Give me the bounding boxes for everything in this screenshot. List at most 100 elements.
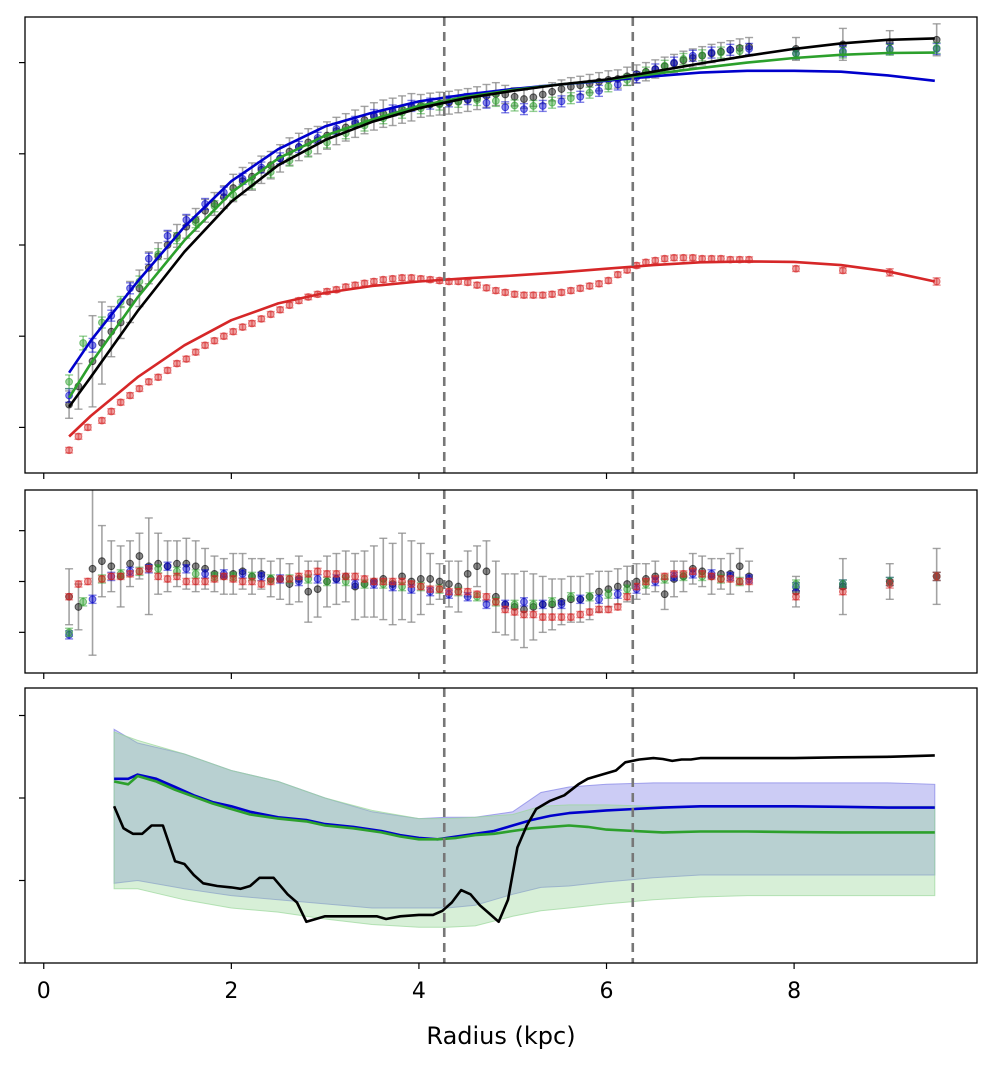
residuals-frame: [24, 489, 978, 674]
green-points-point: [679, 55, 688, 63]
blue-points-point: [501, 103, 510, 112]
red-points-point: [219, 332, 228, 341]
black-points-point: [557, 85, 566, 93]
black-residuals-point: [435, 577, 444, 586]
x-tick-label: 0: [37, 979, 51, 1004]
red-residuals-point: [313, 567, 322, 576]
red-residuals-point: [604, 605, 613, 614]
red-residuals-point: [266, 577, 275, 586]
green-residuals-point: [548, 597, 557, 606]
red-residuals-point: [407, 580, 416, 588]
red-residuals-point: [670, 569, 678, 578]
green-residuals-point: [623, 585, 632, 594]
red-points-point: [74, 432, 83, 441]
green-residuals-point: [79, 597, 88, 606]
red-points-point: [688, 253, 697, 262]
red-residuals-point: [792, 592, 800, 601]
green-points-point: [79, 339, 88, 347]
black-residuals-point: [426, 575, 435, 583]
black-residuals-point: [135, 552, 144, 560]
red-residuals-point: [83, 577, 92, 586]
red-points-point: [379, 275, 388, 284]
red-points-point: [585, 282, 594, 290]
red-points-point: [65, 446, 73, 455]
rotation-curve-yticks: [19, 61, 25, 428]
red-residuals-point: [885, 580, 894, 588]
red-residuals-point: [717, 575, 725, 583]
rotation-curve-vlines: [442, 17, 635, 473]
red-points-point: [173, 359, 181, 368]
red-residuals-point: [435, 585, 444, 594]
blue-points-point: [688, 51, 697, 60]
red-points-point: [126, 391, 134, 400]
red-residuals-point: [341, 572, 350, 581]
blue-residuals-point: [182, 564, 191, 573]
red-residuals-point: [491, 597, 500, 606]
red-residuals-point: [332, 569, 341, 578]
blue-points-point: [613, 80, 622, 89]
red-points-point: [557, 288, 566, 297]
green-points-point: [792, 49, 800, 58]
red-points-point: [163, 366, 172, 375]
red-residuals-point: [98, 575, 106, 583]
red-points-point: [248, 319, 256, 328]
black-residuals-point: [191, 562, 200, 571]
blue-points-point: [707, 48, 716, 57]
black-residuals-point: [98, 557, 106, 566]
blue-points-point: [726, 45, 735, 54]
red-points-point: [463, 278, 472, 287]
bottom-profile-xticks: [43, 963, 795, 969]
red-residuals-point: [416, 582, 425, 591]
panel-rotation-curve: [19, 16, 978, 479]
green-fit: [68, 51, 935, 399]
residuals-vlines: [442, 490, 635, 673]
red-points-point: [529, 291, 538, 300]
red-residuals-point: [74, 580, 83, 588]
red-points-point: [660, 254, 669, 263]
bottom-profile-series: [112, 728, 936, 928]
red-points-point: [370, 277, 378, 286]
bottom-profile-yticks: [19, 714, 25, 964]
red-residuals-point: [210, 575, 219, 583]
x-axis-label: Radius (kpc): [426, 1022, 575, 1050]
green-points-point: [932, 44, 941, 52]
red-points-point: [679, 253, 688, 262]
green-points-point: [191, 218, 200, 227]
black-line: [112, 754, 935, 924]
green-points-point: [510, 101, 519, 110]
red-residuals-point: [745, 577, 753, 586]
blue-residuals-point: [88, 595, 97, 604]
red-residuals-point: [351, 572, 360, 581]
blue-points-point: [238, 174, 247, 183]
red-residuals-point: [688, 567, 697, 576]
red-residuals-point: [398, 577, 406, 586]
red-residuals-point: [238, 577, 247, 586]
blue-points-point: [576, 92, 585, 101]
residuals-xticks: [43, 673, 795, 679]
red-residuals-point: [229, 575, 238, 583]
red-residuals-point: [463, 587, 472, 596]
red-residuals-point: [285, 575, 294, 583]
green-residuals-point: [191, 569, 200, 578]
red-points-point: [510, 290, 519, 299]
red-points-point: [651, 256, 660, 265]
green-line: [113, 774, 935, 841]
red-residuals-point: [454, 587, 463, 596]
red-residuals-point: [576, 610, 585, 619]
x-tick-label: 2: [224, 979, 238, 1004]
red-points-point: [576, 284, 585, 293]
red-residuals-point: [126, 569, 134, 578]
red-points-point: [613, 270, 622, 279]
red-residuals-point: [932, 572, 941, 581]
red-points-point: [154, 373, 163, 382]
red-points-point: [182, 355, 191, 363]
black-points-point: [548, 87, 557, 96]
red-points-point: [191, 348, 200, 357]
x-tick-labels: 0 2 4 6 8: [37, 979, 801, 1004]
blue-points-point: [163, 231, 172, 240]
red-points-point: [210, 336, 219, 345]
blue-points-point: [482, 98, 491, 107]
red-points-point: [520, 291, 528, 300]
blue-points-point: [670, 58, 678, 67]
